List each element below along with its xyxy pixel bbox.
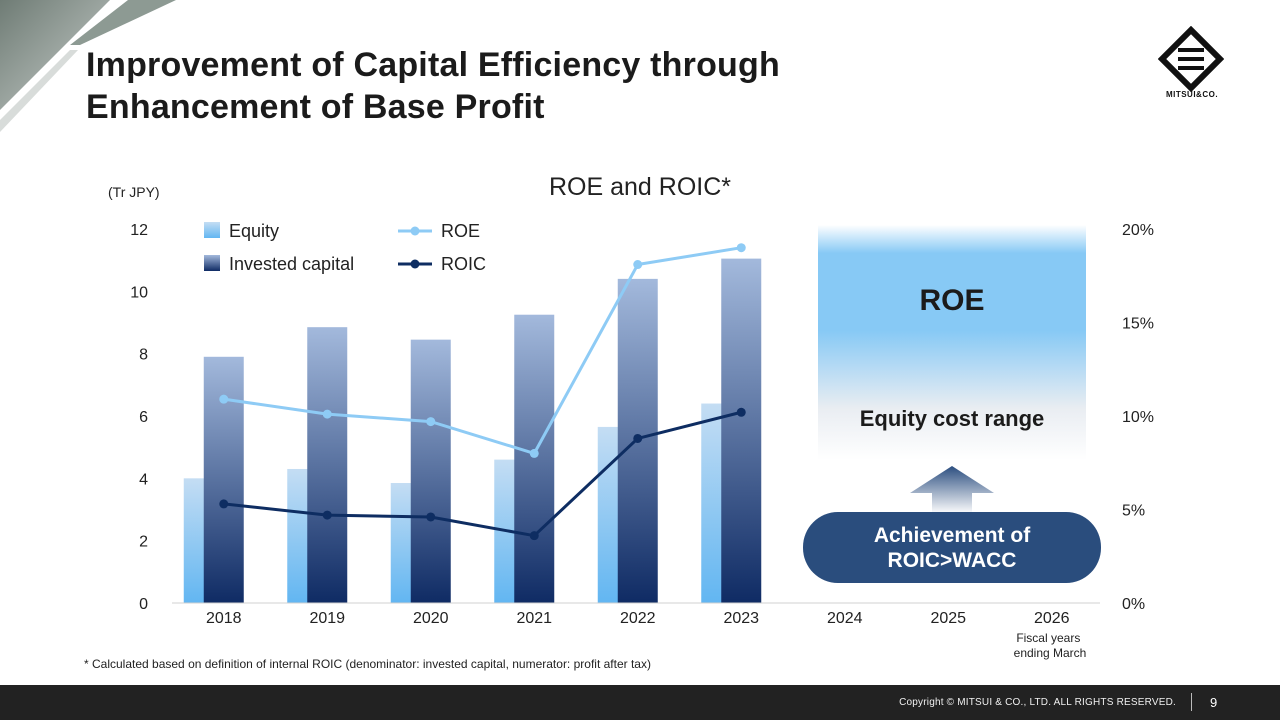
x-axis-note-text-line-2: ending March	[1014, 646, 1087, 660]
up-arrow-icon	[910, 466, 994, 514]
line-roe	[223, 246, 742, 456]
chart-title: ROE and ROIC*	[549, 173, 731, 201]
mitsui-logo-icon	[1158, 26, 1224, 93]
legend-label-roic: ROIC	[441, 254, 486, 274]
roe-roic-chart: ROE and ROIC* (Tr JPY) 0 2 4 6 8 10 12 0% 5% 10%…	[108, 173, 1154, 660]
point-roe	[529, 448, 539, 458]
point-roic	[426, 512, 436, 522]
legend-marker-roic	[410, 259, 420, 269]
y-left-tick-label: 6	[139, 409, 148, 426]
y-left-tick-label: 4	[139, 471, 148, 488]
y-axis-left: 0 2 4 6 8 10 12	[130, 222, 148, 613]
point-roe	[633, 260, 643, 270]
point-roe	[322, 409, 332, 419]
x-tick-label: 2018	[206, 610, 242, 627]
x-tick-label: 2023	[723, 610, 759, 627]
legend: Equity Invested capital ROE ROIC	[204, 221, 486, 274]
callout-line-1: Achievement of	[874, 524, 1031, 547]
point-roic	[736, 407, 746, 417]
x-axis-note: Fiscal years ending March	[1014, 631, 1087, 660]
point-roic	[219, 499, 229, 509]
logo-text: MITSUI&CO.	[1165, 90, 1219, 99]
copyright-text: Copyright © MITSUI & CO., LTD. ALL RIGHT…	[899, 697, 1176, 708]
line-series	[219, 243, 746, 541]
point-roic	[529, 531, 539, 541]
y-right-tick-label: 0%	[1122, 596, 1145, 613]
roe-target-label: ROE	[919, 284, 984, 317]
legend-marker-roe	[410, 226, 420, 236]
page-title: Improvement of Capital Efficiency throug…	[86, 44, 986, 128]
legend-label-equity: Equity	[229, 221, 279, 241]
corner-stripe-3	[0, 50, 78, 132]
x-axis-note-text: Fiscal years	[1016, 631, 1080, 645]
bar-series	[183, 258, 762, 603]
x-axis: 2018 2019 2020 2021 2022 2023 2024 2025 2026	[206, 610, 1070, 627]
y-right-tick-label: 5%	[1122, 503, 1145, 520]
x-tick-label: 2021	[516, 610, 552, 627]
legend-swatch-invested	[204, 255, 220, 271]
y-left-tick-label: 10	[130, 284, 148, 301]
y-right-tick-label: 10%	[1122, 409, 1154, 426]
bar-invested-capital	[721, 258, 762, 603]
bar-invested-capital	[410, 339, 451, 603]
bar-invested-capital	[203, 356, 244, 603]
x-tick-label: 2022	[620, 610, 656, 627]
y-right-tick-label: 20%	[1122, 222, 1154, 239]
corner-stripe-1	[0, 0, 110, 110]
line-roic	[223, 410, 742, 538]
y-left-tick-label: 12	[130, 222, 148, 239]
point-roe	[426, 417, 436, 427]
footnote: * Calculated based on definition of inte…	[84, 657, 651, 671]
page-title-line-2: Enhancement of Base Profit	[86, 88, 545, 126]
y-axis-left-label: (Tr JPY)	[108, 184, 160, 200]
legend-label-roe: ROE	[441, 221, 480, 241]
point-roic	[322, 510, 332, 520]
equity-cost-range-label: Equity cost range	[860, 406, 1045, 431]
point-roe	[736, 243, 746, 253]
y-left-tick-label: 0	[139, 596, 148, 613]
page-number: 9	[1210, 695, 1218, 710]
callout-line-2: ROIC>WACC	[888, 549, 1017, 572]
x-tick-label: 2025	[930, 610, 966, 627]
roic-wacc-callout	[803, 512, 1101, 583]
y-axis-right: 0% 5% 10% 15% 20%	[1122, 222, 1154, 613]
footer-bar: Copyright © MITSUI & CO., LTD. ALL RIGHT…	[0, 685, 1280, 720]
corner-stripe-2	[70, 0, 176, 45]
bar-invested-capital	[307, 327, 348, 603]
bar-invested-capital	[514, 314, 555, 603]
x-tick-label: 2020	[413, 610, 449, 627]
corner-decoration	[0, 0, 176, 132]
y-left-tick-label: 8	[139, 347, 148, 364]
page-title-line-1: Improvement of Capital Efficiency throug…	[86, 46, 780, 84]
legend-label-invested: Invested capital	[229, 254, 354, 274]
legend-swatch-equity	[204, 222, 220, 238]
point-roe	[219, 394, 229, 404]
x-tick-label: 2024	[827, 610, 863, 627]
footer-divider	[1191, 693, 1192, 711]
x-tick-label: 2019	[309, 610, 345, 627]
y-right-tick-label: 15%	[1122, 316, 1154, 333]
y-left-tick-label: 2	[139, 534, 148, 551]
point-roic	[633, 433, 643, 443]
x-tick-label: 2026	[1034, 610, 1070, 627]
roe-target-band	[818, 225, 1086, 460]
